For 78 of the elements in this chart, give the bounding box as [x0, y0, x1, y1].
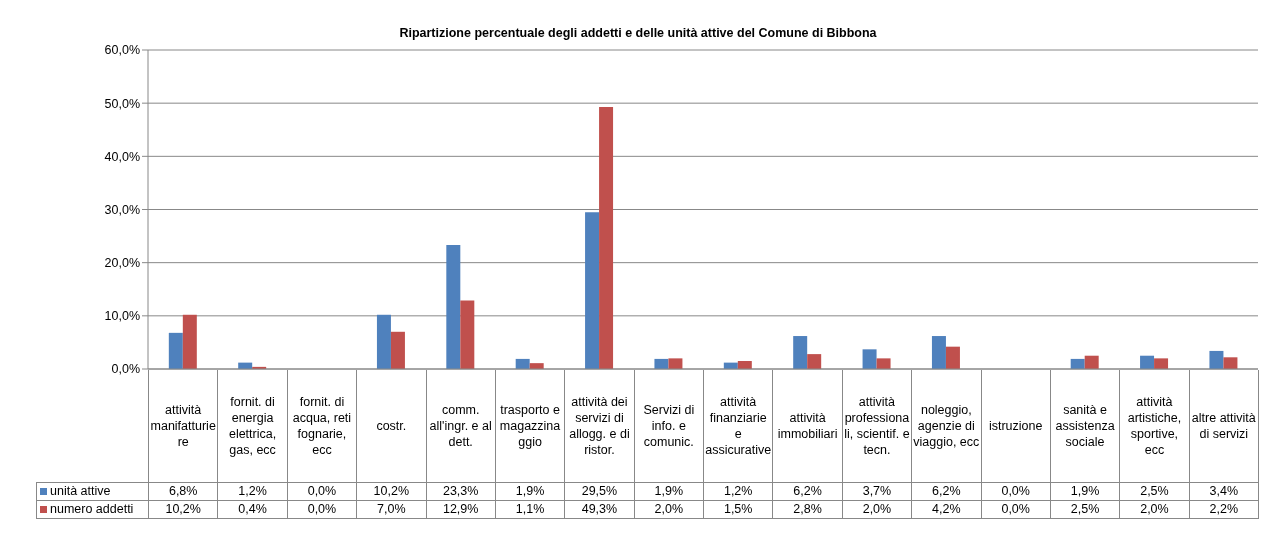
x-tick-label: istruzione	[981, 370, 1051, 482]
x-tick-label: attività dei servizi di allogg. e di ristor.	[564, 370, 635, 482]
x-tick-label: attività professionali, scientif. e tecn.	[842, 370, 912, 482]
bar	[945, 346, 960, 369]
data-label: 7,0%	[356, 500, 426, 518]
y-tick-label: 60,0%	[104, 43, 140, 58]
bar	[376, 314, 391, 369]
bar	[931, 336, 946, 369]
bar	[876, 358, 891, 369]
data-label: 0,0%	[287, 500, 357, 518]
x-tick-label: attività manifatturiere	[148, 370, 218, 482]
bar	[1209, 350, 1224, 369]
data-label: 6,8%	[148, 482, 218, 500]
x-tick-label: sanità e assistenza sociale	[1050, 370, 1120, 482]
data-label: 1,1%	[495, 500, 565, 518]
data-label: 2,5%	[1050, 500, 1120, 518]
chart-title: Ripartizione percentuale degli addetti e delle unità attive del Comune di Bibbona	[398, 26, 878, 40]
bar	[668, 358, 683, 369]
data-label: 2,0%	[842, 500, 912, 518]
data-label: 6,2%	[911, 482, 981, 500]
data-label: 1,2%	[703, 482, 773, 500]
bar	[390, 331, 405, 369]
bar	[862, 349, 877, 369]
bar	[446, 245, 461, 369]
data-label: 29,5%	[564, 482, 635, 500]
bar	[1140, 355, 1155, 369]
x-tick-label: attività artistiche, sportive, ecc	[1119, 370, 1190, 482]
data-label: 0,0%	[981, 482, 1051, 500]
x-tick-label: attività finanziarie e assicurative	[703, 370, 773, 482]
data-label: 3,4%	[1189, 482, 1259, 500]
data-label: 2,5%	[1119, 482, 1190, 500]
bar	[168, 332, 183, 369]
data-label: 10,2%	[356, 482, 426, 500]
x-tick-label: noleggio, agenzie di viaggio, ecc	[911, 370, 981, 482]
legend-label: numero addetti	[36, 500, 149, 518]
y-tick-label: 40,0%	[104, 149, 140, 164]
y-tick-label: 0,0%	[111, 362, 140, 377]
data-label: 0,0%	[981, 500, 1051, 518]
data-label: 1,5%	[703, 500, 773, 518]
x-tick-label: fornit. di energia elettrica, gas, ecc	[217, 370, 288, 482]
x-tick-label: attività immobiliari	[772, 370, 843, 482]
bar	[1154, 358, 1169, 369]
data-label: 1,9%	[495, 482, 565, 500]
data-label: 1,9%	[634, 482, 704, 500]
data-label: 2,2%	[1189, 500, 1259, 518]
x-tick-label: trasporto e magazzinaggio	[495, 370, 565, 482]
bar	[460, 300, 475, 369]
data-label: 1,2%	[217, 482, 288, 500]
data-label: 12,9%	[426, 500, 496, 518]
bar	[182, 314, 197, 369]
bar	[807, 354, 822, 369]
data-label: 0,0%	[287, 482, 357, 500]
x-tick-label: altre attività di servizi	[1189, 370, 1259, 482]
bar	[1223, 357, 1238, 369]
data-label: 1,9%	[1050, 482, 1120, 500]
data-label: 2,0%	[1119, 500, 1190, 518]
bar	[585, 212, 600, 369]
bar	[599, 106, 614, 369]
y-tick-label: 30,0%	[104, 202, 140, 217]
x-tick-label: costr.	[356, 370, 426, 482]
y-tick-label: 10,0%	[104, 309, 140, 324]
data-label: 6,2%	[772, 482, 843, 500]
x-tick-label: comm. all'ingr. e al dett.	[426, 370, 496, 482]
data-label: 0,4%	[217, 500, 288, 518]
x-tick-label: Servizi di info. e comunic.	[634, 370, 704, 482]
data-label: 2,8%	[772, 500, 843, 518]
y-tick-label: 20,0%	[104, 256, 140, 271]
data-label: 23,3%	[426, 482, 496, 500]
y-tick-label: 50,0%	[104, 96, 140, 111]
data-label: 10,2%	[148, 500, 218, 518]
data-label: 4,2%	[911, 500, 981, 518]
data-label: 2,0%	[634, 500, 704, 518]
legend-label: unità attive	[36, 482, 149, 500]
bar	[1084, 355, 1099, 369]
data-label: 49,3%	[564, 500, 635, 518]
bar	[793, 336, 808, 369]
x-tick-label: fornit. di acqua, reti fognarie, ecc	[287, 370, 357, 482]
data-label: 3,7%	[842, 482, 912, 500]
